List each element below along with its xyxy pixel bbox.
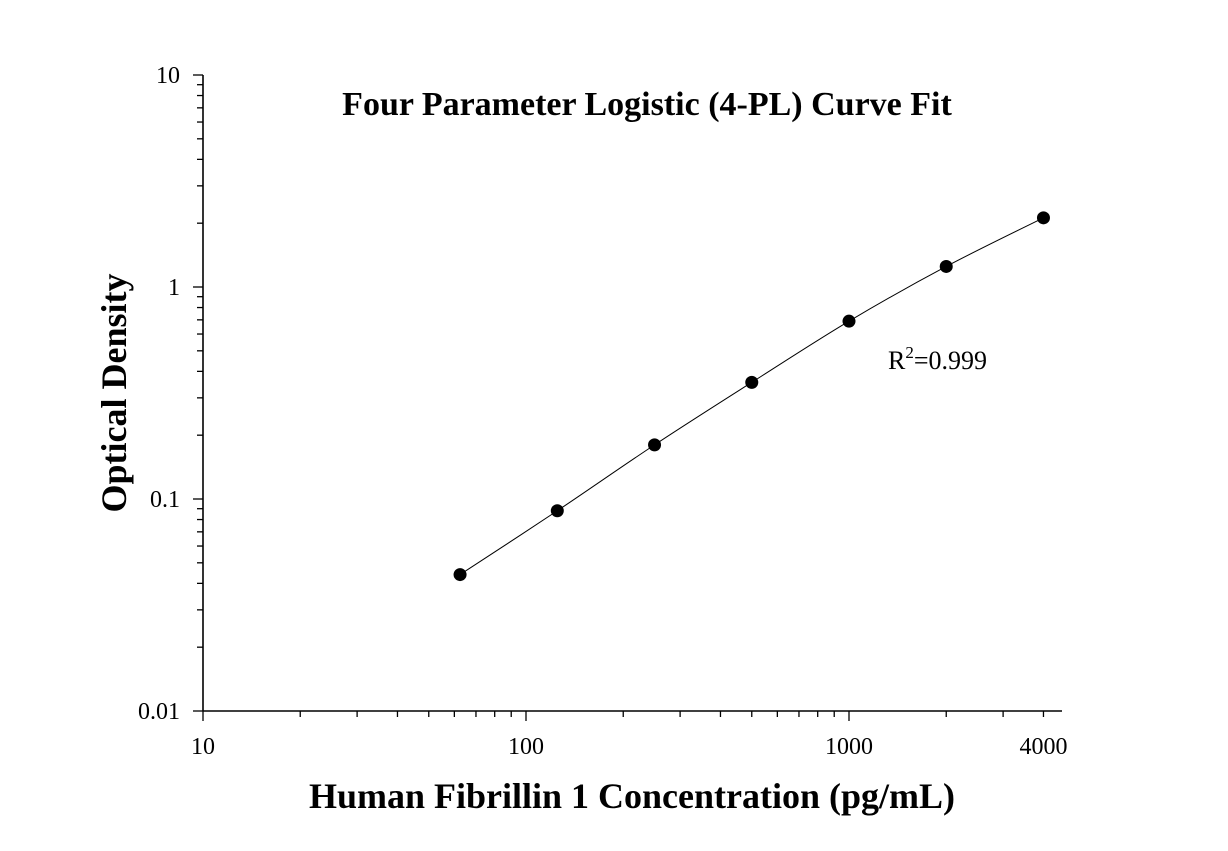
y-tick-label: 0.01 [138,699,180,725]
data-point [1036,211,1050,225]
x-tick-label: 4000 [1019,734,1067,760]
data-points [453,211,1050,582]
y-tick-label: 10 [156,63,180,89]
y-axis-label: Optical Density [94,274,134,513]
data-point [842,314,856,328]
fit-curve [459,217,1044,576]
y-ticks [193,74,203,712]
r-squared-value: =0.999 [914,346,987,375]
x-axis-label: Human Fibrillin 1 Concentration (pg/mL) [309,776,955,816]
data-point [550,504,564,518]
axes [202,75,1062,712]
data-point [745,375,759,389]
y-tick-label: 0.1 [150,487,180,513]
r-squared-r: R [888,346,906,375]
y-tick-labels: 0.01 0.1 1 10 [138,63,180,725]
data-point [939,259,953,273]
r-squared-annotation: R2=0.999 [888,343,987,375]
x-tick-label: 1000 [825,734,873,760]
r-squared-superscript: 2 [905,343,914,362]
data-point [453,568,467,582]
data-point [648,438,662,452]
x-ticks [202,711,1045,721]
y-tick-label: 1 [168,275,180,301]
x-tick-labels: 10 100 1000 4000 [191,734,1067,760]
x-tick-label: 10 [191,734,215,760]
x-tick-label: 100 [508,734,544,760]
chart-title: Four Parameter Logistic (4-PL) Curve Fit [342,86,952,123]
